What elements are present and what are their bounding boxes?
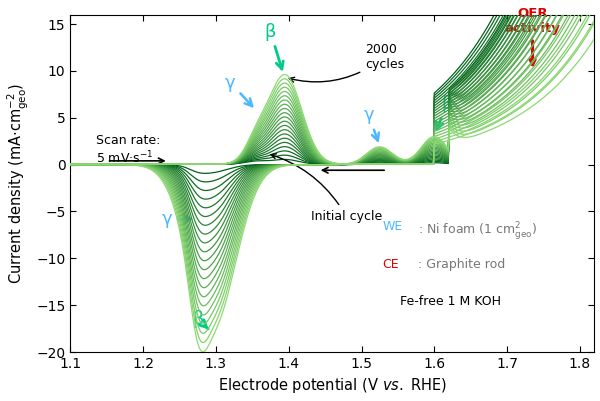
Y-axis label: Current density (mA$\cdot$cm$^{-2}_\mathrm{geo}$): Current density (mA$\cdot$cm$^{-2}_\math… [5,83,31,284]
Text: Fe-free 1 M KOH: Fe-free 1 M KOH [400,295,501,308]
Text: 2000
cycles: 2000 cycles [289,43,404,82]
Text: γ: γ [364,106,379,141]
Text: β: β [192,310,208,329]
Text: γ: γ [161,210,191,228]
Text: WE: WE [382,221,403,233]
Text: γ: γ [225,73,252,106]
Text: OER
activity: OER activity [505,7,560,65]
Text: Scan rate:
5 mV·s$^{-1}$: Scan rate: 5 mV·s$^{-1}$ [96,134,160,167]
Text: CE: CE [382,257,399,271]
Text: β: β [265,23,283,69]
Text: : Graphite rod: : Graphite rod [418,257,505,271]
Text: Initial cycle: Initial cycle [271,154,382,223]
X-axis label: Electrode potential (V $\it{vs.}$ RHE): Electrode potential (V $\it{vs.}$ RHE) [218,377,447,395]
Text: : Ni foam (1 cm$^2_\mathrm{geo}$): : Ni foam (1 cm$^2_\mathrm{geo}$) [418,221,537,243]
Text: β: β [436,95,453,129]
